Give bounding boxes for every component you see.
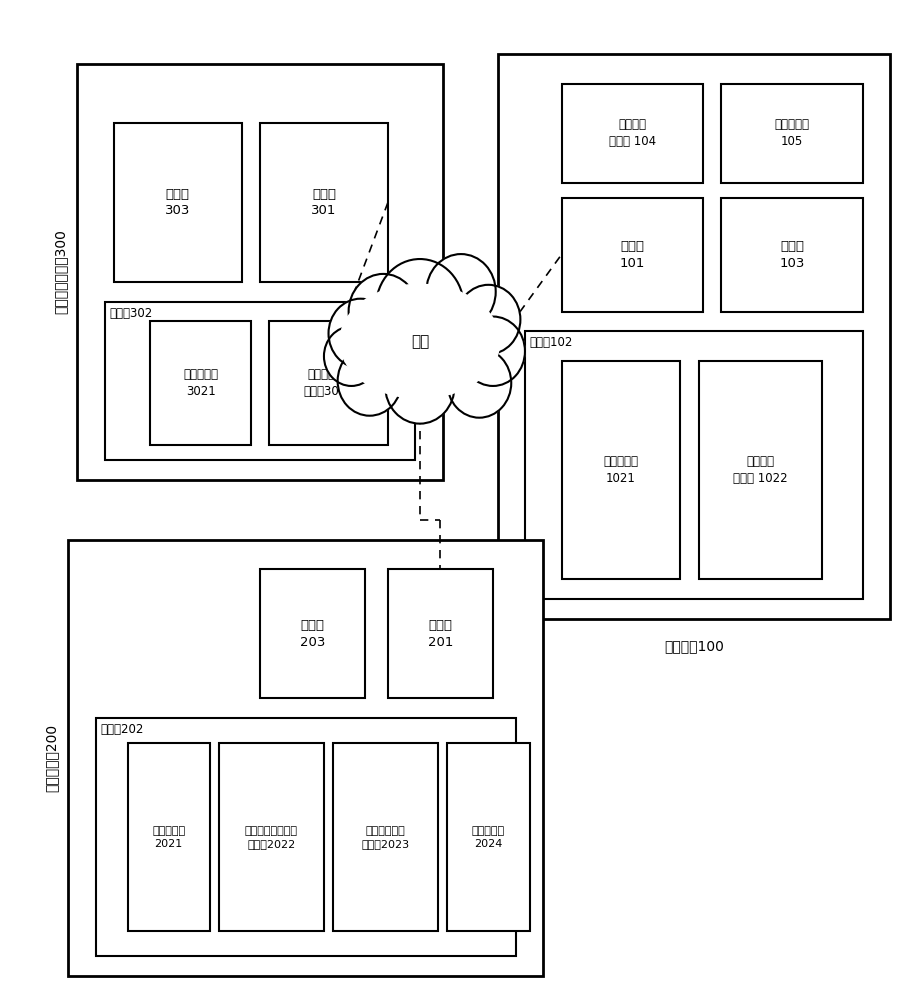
Text: 输入输出部
105: 输入输出部 105 <box>774 118 810 148</box>
Text: 网络: 网络 <box>411 334 429 349</box>
Text: 服务器装置200: 服务器装置200 <box>44 724 59 792</box>
Bar <box>721 198 863 312</box>
Ellipse shape <box>340 284 500 398</box>
Text: 交通工具服务器300: 交通工具服务器300 <box>53 229 68 314</box>
Text: 用户终端100: 用户终端100 <box>664 639 724 653</box>
Circle shape <box>328 299 393 368</box>
Text: 通信部
201: 通信部 201 <box>428 619 453 649</box>
Text: 控制部302: 控制部302 <box>109 307 152 320</box>
Circle shape <box>349 274 418 349</box>
Bar <box>260 569 365 698</box>
Bar <box>333 743 438 931</box>
Text: 运行关联数据
取得部2023: 运行关联数据 取得部2023 <box>361 826 409 849</box>
Bar <box>699 361 822 579</box>
Bar <box>561 84 703 183</box>
Text: 通信部
301: 通信部 301 <box>312 188 337 218</box>
Bar <box>525 331 863 599</box>
Bar <box>447 743 529 931</box>
Bar <box>219 743 324 931</box>
Bar <box>260 123 388 282</box>
Bar <box>77 64 443 480</box>
Bar <box>113 123 242 282</box>
Text: 路径生成部
2021: 路径生成部 2021 <box>152 826 185 849</box>
Circle shape <box>456 285 520 354</box>
Circle shape <box>426 254 496 329</box>
Text: 位置信息
取得部 104: 位置信息 取得部 104 <box>609 118 656 148</box>
Bar <box>105 302 415 460</box>
Text: 位置信息
发送部 1022: 位置信息 发送部 1022 <box>733 455 787 485</box>
Bar <box>561 361 680 579</box>
Bar <box>150 321 251 445</box>
Circle shape <box>385 348 455 424</box>
Bar <box>68 540 543 976</box>
Bar <box>498 54 891 619</box>
Circle shape <box>376 259 464 354</box>
Circle shape <box>447 348 512 418</box>
Bar <box>127 743 209 931</box>
Text: 预约受理部
3021: 预约受理部 3021 <box>183 368 219 398</box>
Text: 运行关联数据
提供部3022: 运行关联数据 提供部3022 <box>303 368 354 398</box>
Bar <box>96 718 515 956</box>
Bar <box>721 84 863 183</box>
Circle shape <box>461 317 525 386</box>
Text: 存储部
203: 存储部 203 <box>300 619 325 649</box>
Bar <box>269 321 388 445</box>
Bar <box>388 569 493 698</box>
Text: 控制部102: 控制部102 <box>529 336 573 349</box>
Text: 通信部
101: 通信部 101 <box>620 240 645 270</box>
Text: 存储部
103: 存储部 103 <box>779 240 805 270</box>
Circle shape <box>324 326 379 386</box>
Text: 移动实际成果数据
取得部2022: 移动实际成果数据 取得部2022 <box>245 826 298 849</box>
Bar <box>561 198 703 312</box>
Text: 存储部
303: 存储部 303 <box>165 188 191 218</box>
Circle shape <box>337 346 402 416</box>
Text: 路径检索部
1021: 路径检索部 1021 <box>603 455 638 485</box>
Text: 行动推断部
2024: 行动推断部 2024 <box>472 826 505 849</box>
Text: 控制部202: 控制部202 <box>100 723 144 736</box>
